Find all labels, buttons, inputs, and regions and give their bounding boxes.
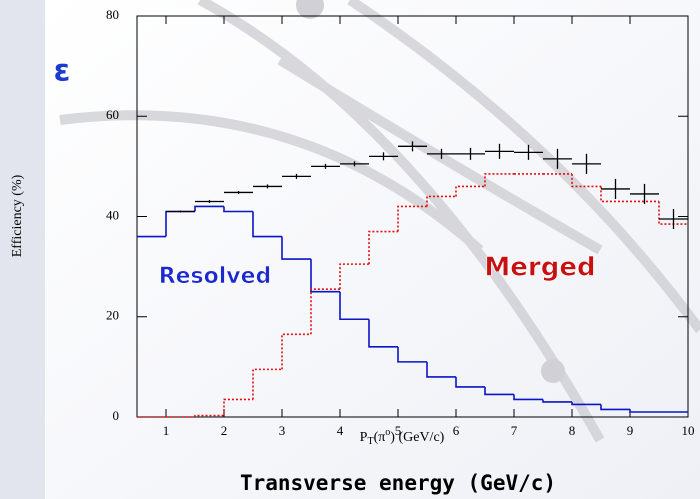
- y-tick-label: 20: [106, 308, 119, 323]
- series-label: Merged: [484, 253, 595, 283]
- y-axis-label: Efficiency (%): [10, 174, 25, 257]
- histogram-step: [310, 288, 340, 335]
- decoration: [296, 0, 324, 19]
- y-tick-label: 0: [113, 408, 120, 423]
- x-tick-label: 10: [682, 423, 695, 438]
- x-tick-label: 9: [627, 423, 634, 438]
- y-tick-label: 60: [106, 107, 119, 122]
- histogram-step: [281, 236, 311, 260]
- histogram-step: [397, 346, 427, 363]
- histogram-step: [542, 399, 572, 403]
- x-label-part: T: [367, 436, 373, 447]
- histogram-step: [426, 361, 456, 378]
- histogram-step: [571, 173, 601, 188]
- x-tick-label: 6: [453, 423, 460, 438]
- histogram-step: [223, 206, 253, 213]
- x-label-part: (π: [374, 430, 386, 445]
- histogram-step: [600, 404, 630, 411]
- x-tick-label: 7: [511, 423, 518, 438]
- x-label-part: ) (GeV/c): [390, 430, 444, 445]
- x-tick-label: 4: [337, 423, 344, 438]
- x-label-part: o: [385, 427, 390, 438]
- x-label-part: P: [360, 430, 368, 445]
- histogram-step: [223, 398, 253, 416]
- histogram-step: [484, 386, 514, 396]
- histogram-step: [658, 201, 688, 225]
- x-tick-label: 8: [569, 423, 576, 438]
- histogram-step: [194, 414, 224, 417]
- x-tick-label: 2: [221, 423, 228, 438]
- histogram-step: [629, 409, 659, 413]
- histogram-step: [339, 263, 369, 290]
- histogram-step: [397, 205, 427, 232]
- symbol: ε: [54, 54, 71, 89]
- decoration: [59, 0, 700, 443]
- histogram-step: [455, 376, 485, 388]
- histogram-step: [194, 205, 224, 212]
- histogram-step: [368, 319, 398, 348]
- decoration: [541, 359, 565, 383]
- histogram-step: [484, 173, 514, 187]
- histogram-step: [252, 368, 282, 400]
- histogram-step: [455, 185, 485, 197]
- histogram-step: [310, 259, 340, 293]
- background: [45, 0, 700, 499]
- histogram-step: [571, 401, 601, 406]
- y-tick-label: 40: [106, 207, 119, 222]
- y-tick-label: 80: [106, 7, 119, 22]
- histogram-step: [600, 186, 630, 203]
- histogram-step: [426, 195, 456, 207]
- histogram-step: [368, 230, 398, 265]
- histogram-step: [252, 211, 282, 238]
- histogram-step: [339, 291, 369, 321]
- x-tick-label: 3: [279, 423, 286, 438]
- x-tick-label: 5: [395, 423, 402, 438]
- series-label: Resolved: [159, 264, 272, 289]
- caption: Transverse energy (GeV/c): [240, 471, 556, 495]
- x-axis-label: PT(πo) (GeV/c): [360, 427, 445, 447]
- x-tick-label: 1: [163, 423, 170, 438]
- histogram-step: [513, 394, 543, 401]
